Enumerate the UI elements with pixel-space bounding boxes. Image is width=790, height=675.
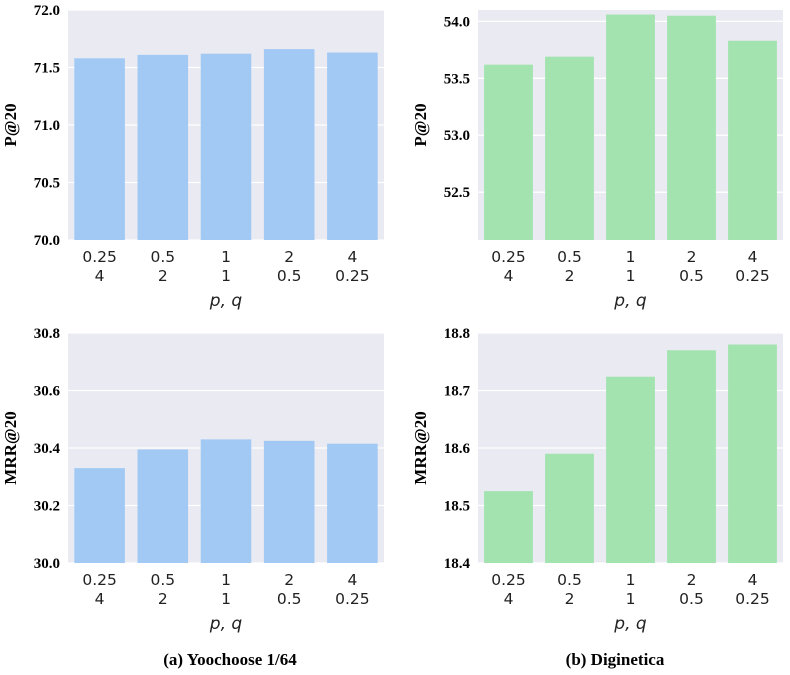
x-tick-label: 1 [626,590,636,608]
bar [327,52,378,240]
bar [263,49,315,240]
x-tick-label: 4 [748,571,758,589]
x-tick-label: 0.25 [335,267,370,285]
y-tick-label: 18.7 [444,384,471,400]
y-tick-label: 52.5 [444,185,470,201]
y-tick-label: 18.8 [444,326,470,342]
x-tick-label: 4 [347,248,357,266]
bar [137,449,189,563]
x-tick-label: 0.25 [735,590,770,608]
caption-a: (a) Yoochoose 1/64 [163,650,297,669]
x-tick-label: 1 [221,590,231,608]
y-tick-label: 30.8 [34,326,60,342]
x-tick-label: 0.5 [679,590,704,608]
bar [74,468,125,563]
bar [667,350,716,563]
bar [137,54,189,240]
bar [484,491,533,563]
y-tick-label: 30.6 [34,384,61,400]
y-axis-label: P@20 [1,103,20,146]
x-tick-label: 1 [221,571,231,589]
y-tick-label: 54.0 [444,14,470,30]
y-tick-label: 30.4 [34,441,61,457]
x-tick-label: 1 [626,571,636,589]
caption-b: (b) Diginetica [566,650,665,669]
y-axis-label: MRR@20 [411,411,430,484]
bar [327,443,378,563]
bar [484,64,533,240]
y-tick-label: 30.0 [34,556,60,572]
x-tick-label: 2 [565,267,575,285]
bar [728,344,777,563]
x-axis-label: p, q [209,291,243,311]
x-tick-label: 1 [626,267,636,285]
x-axis-label: p, q [613,291,647,311]
y-axis-label: MRR@20 [1,411,20,484]
x-tick-label: 0.5 [679,267,704,285]
bar [545,453,594,563]
bar [263,440,315,563]
bar [667,15,716,240]
bar [200,439,252,563]
y-tick-label: 72.0 [34,3,60,19]
y-tick-label: 70.0 [34,233,60,249]
bar [606,14,655,240]
x-tick-label: 1 [626,248,636,266]
x-tick-label: 0.5 [557,248,582,266]
y-tick-label: 71.5 [34,61,60,77]
bar [74,58,125,240]
y-tick-label: 71.0 [34,118,60,134]
y-tick-label: 53.5 [444,71,470,87]
subplot-4: 18.418.518.618.718.80.2540.521120.540.25… [411,326,783,634]
x-tick-label: 0.5 [150,248,175,266]
x-tick-label: 1 [221,267,231,285]
x-tick-label: 0.5 [277,590,302,608]
x-tick-label: 4 [748,248,758,266]
x-tick-label: 0.5 [557,571,582,589]
y-axis-label: P@20 [411,103,430,146]
y-tick-label: 18.6 [444,441,471,457]
x-tick-label: 0.5 [277,267,302,285]
x-tick-label: 0.25 [82,571,117,589]
x-tick-label: 2 [687,248,697,266]
x-tick-label: 0.25 [491,571,526,589]
y-tick-label: 30.2 [34,499,60,515]
x-tick-label: 0.25 [735,267,770,285]
x-tick-label: 2 [565,590,575,608]
x-tick-label: 4 [504,590,514,608]
x-axis-label: p, q [613,614,647,634]
x-tick-label: 2 [158,267,168,285]
x-tick-label: 0.5 [150,571,175,589]
x-tick-label: 4 [504,267,514,285]
subplot-1: 70.070.571.071.572.00.2540.521120.540.25… [1,3,384,311]
x-tick-label: 4 [95,267,105,285]
x-tick-label: 2 [158,590,168,608]
subplot-3: 30.030.230.430.630.80.2540.521120.540.25… [1,326,384,634]
x-tick-label: 0.25 [491,248,526,266]
x-axis-label: p, q [209,614,243,634]
bar [606,376,655,563]
x-tick-label: 2 [284,571,294,589]
x-tick-label: 0.25 [82,248,117,266]
x-tick-label: 4 [347,571,357,589]
y-tick-label: 70.5 [34,176,60,192]
bar [545,56,594,240]
x-tick-label: 0.25 [335,590,370,608]
y-tick-label: 18.5 [444,499,470,515]
x-tick-label: 2 [687,571,697,589]
x-tick-label: 1 [221,248,231,266]
bar [200,53,252,241]
y-tick-label: 53.0 [444,128,470,144]
bar [728,40,777,241]
x-tick-label: 2 [284,248,294,266]
y-tick-label: 18.4 [444,556,471,572]
x-tick-label: 4 [95,590,105,608]
